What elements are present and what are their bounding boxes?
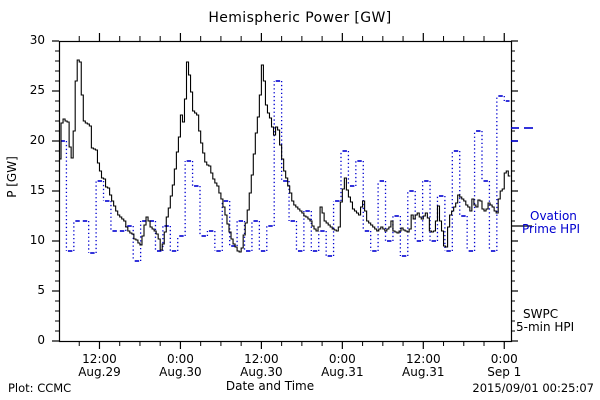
plot-credit: Plot: CCMC	[8, 381, 72, 395]
legend-ovation-label-line2: Prime HPI	[522, 222, 580, 236]
x-tick-label: 0:00 Aug.31	[297, 353, 387, 379]
page-title: Hemispheric Power [GW]	[208, 10, 392, 26]
plot-frame	[58, 40, 513, 343]
x-tick-time: 12:00	[244, 352, 279, 366]
x-tick-time: 0:00	[490, 352, 518, 366]
y-tick-label: 25	[29, 83, 45, 97]
y-tick-label: 30	[29, 33, 45, 47]
series-swpc-5min	[59, 59, 511, 253]
y-tick-label: 5	[37, 283, 45, 297]
x-tick-label: 0:00 Aug.30	[135, 353, 225, 379]
plot-timestamp: 2015/09/01 00:25:07	[472, 381, 594, 395]
x-tick-label: 0:00 Sep 1	[459, 353, 549, 379]
series-ovation-prime	[60, 80, 510, 262]
x-tick-label: 12:00 Aug.29	[54, 353, 144, 379]
x-axis-label: Date and Time	[225, 379, 315, 393]
legend-swpc-label-line1: SWPC	[523, 307, 559, 321]
x-tick-date: Aug.30	[240, 365, 283, 379]
legend-ovation-label-line1: Ovation	[530, 209, 577, 223]
x-tick-date: Aug.31	[321, 365, 364, 379]
y-tick-label: 20	[29, 133, 45, 147]
x-tick-date: Aug.30	[159, 365, 202, 379]
x-tick-label: 12:00 Aug.31	[378, 353, 468, 379]
x-tick-time: 0:00	[166, 352, 194, 366]
x-tick-date: Aug.31	[402, 365, 445, 379]
x-tick-date: Sep 1	[487, 365, 522, 379]
x-tick-date: Aug.29	[78, 365, 121, 379]
x-tick-time: 12:00	[406, 352, 441, 366]
x-tick-label: 12:00 Aug.30	[216, 353, 306, 379]
y-tick-label: 10	[29, 233, 45, 247]
x-tick-time: 12:00	[82, 352, 117, 366]
y-tick-label: 15	[29, 183, 45, 197]
legend-swpc-label-line2: 5-min HPI	[516, 320, 575, 334]
x-tick-time: 0:00	[328, 352, 356, 366]
y-tick-label: 0	[37, 333, 45, 347]
